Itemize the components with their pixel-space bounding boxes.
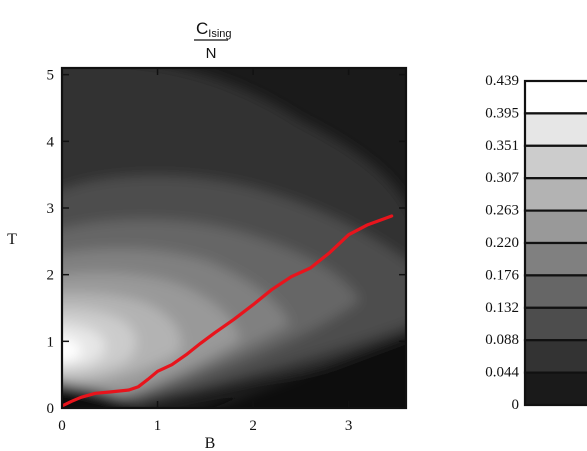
y-tick-label: 4 bbox=[47, 134, 55, 150]
title-denominator: N bbox=[206, 45, 217, 62]
title-numerator-sub: Ising bbox=[208, 28, 231, 40]
colorbar-band bbox=[523, 241, 587, 277]
x-tick-label: 2 bbox=[249, 418, 257, 434]
colorbar-band bbox=[523, 209, 587, 245]
band-dark-right bbox=[211, 335, 406, 408]
colorbar-band bbox=[523, 112, 587, 147]
x-tick-label: 1 bbox=[154, 418, 162, 434]
colorbar-label: 0.395 bbox=[485, 105, 519, 121]
y-tick-label: 0 bbox=[47, 401, 55, 417]
svg-text:CIsing: CIsing bbox=[196, 19, 232, 40]
plot-frame bbox=[60, 66, 408, 410]
colorbar-label: 0.220 bbox=[485, 235, 519, 251]
y-tick-label: 2 bbox=[47, 268, 55, 284]
colorbar-label: 0.263 bbox=[485, 203, 519, 219]
colorbar-band bbox=[523, 339, 587, 374]
x-axis: 0 1 2 3 bbox=[58, 68, 352, 434]
y-axis: 0 1 2 3 4 5 bbox=[47, 68, 406, 417]
contour-plot bbox=[62, 68, 406, 408]
y-tick-label: 3 bbox=[47, 201, 55, 217]
colorbar-label: 0.132 bbox=[485, 300, 519, 316]
colorbar: 0.439 0.395 0.351 0.307 0.263 0.220 0.176 0.132… bbox=[485, 73, 587, 413]
x-tick-label: 3 bbox=[345, 418, 353, 434]
series-line bbox=[62, 214, 394, 408]
colorbar-label: 0.439 bbox=[485, 73, 519, 89]
colorbar-label: 0.351 bbox=[485, 138, 519, 154]
colorbar-label: 0.088 bbox=[485, 332, 519, 348]
colorbar-label: 0 bbox=[512, 397, 520, 413]
y-axis-label: T bbox=[7, 231, 17, 248]
colorbar-label: 0.044 bbox=[485, 365, 519, 381]
colorbar-band bbox=[523, 177, 587, 212]
colorbar-label: 0.176 bbox=[485, 267, 519, 283]
colorbar-band bbox=[523, 79, 587, 115]
chart-title: CIsing N bbox=[194, 19, 232, 62]
colorbar-band bbox=[523, 306, 587, 342]
band-level-9 bbox=[62, 336, 82, 363]
y-tick-label: 5 bbox=[47, 68, 55, 84]
x-tick-label: 0 bbox=[58, 418, 66, 434]
colorbar-band bbox=[523, 274, 587, 309]
x-axis-label: B bbox=[205, 435, 216, 451]
y-tick-label: 1 bbox=[47, 334, 55, 350]
title-numerator-main: C bbox=[196, 19, 208, 38]
colorbar-band bbox=[523, 371, 587, 407]
band-dark-bottom bbox=[62, 383, 146, 408]
colorbar-band bbox=[523, 144, 587, 180]
colorbar-label: 0.307 bbox=[485, 170, 519, 186]
